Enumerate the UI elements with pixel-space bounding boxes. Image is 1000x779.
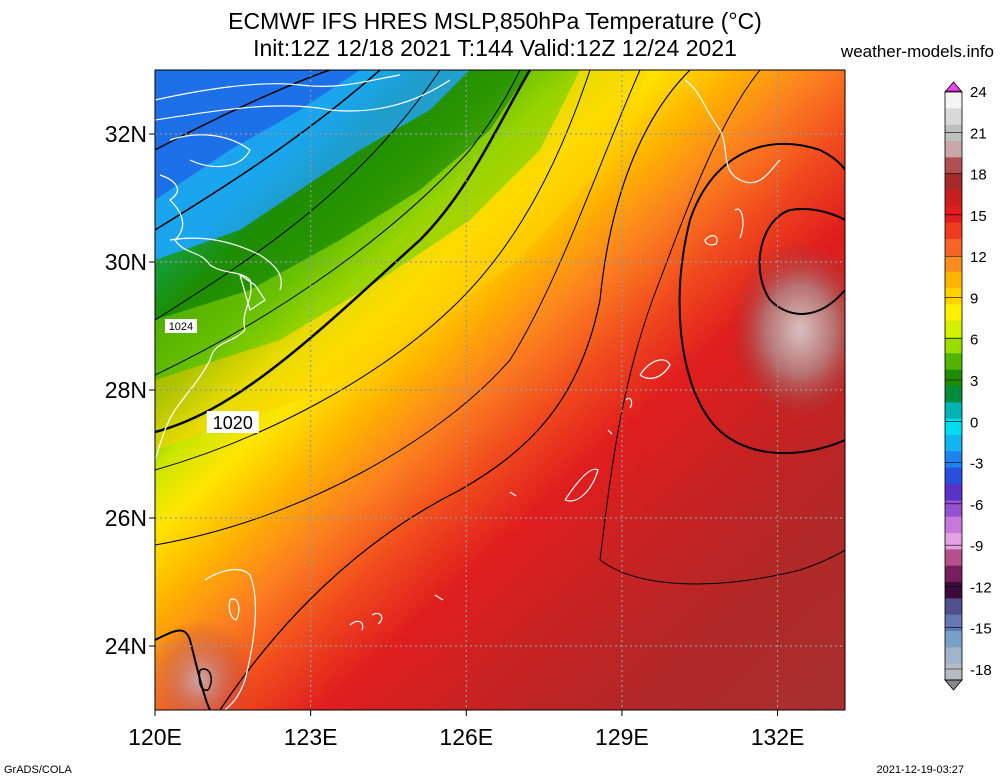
colorbar-swatch [945, 173, 962, 191]
coastlines [155, 74, 781, 710]
colorbar-label: -9 [970, 538, 983, 555]
colorbar-swatch [945, 549, 962, 567]
footer-timestamp: 2021-12-19-03:27 [876, 764, 964, 776]
colorbar-swatch [945, 533, 962, 550]
colorbar-swatch [945, 418, 962, 436]
colorbar-swatch [945, 190, 962, 207]
x-tick-label: 120E [128, 724, 182, 750]
colorbar-swatch [945, 369, 962, 387]
isobar-label: 1020 [213, 413, 253, 433]
y-tick-label: 28N [105, 377, 147, 403]
chart-title: ECMWF IFS HRES MSLP,850hPa Temperature (… [228, 8, 762, 34]
colorbar-swatch [945, 92, 962, 109]
colorbar-swatch [945, 663, 962, 681]
isobar-label-box [164, 319, 197, 333]
colorbar-swatch [945, 239, 962, 256]
colorbar-label: 12 [970, 249, 987, 266]
colorbar-swatch [945, 500, 962, 518]
colorbar-swatch [945, 647, 962, 665]
colorbar-label: -6 [970, 497, 983, 514]
colorbar-swatch [945, 141, 962, 158]
colorbar-swatch [945, 451, 962, 469]
colorbar-swatch [945, 320, 962, 338]
colorbar-swatch [945, 402, 962, 420]
colorbar-label: -3 [970, 456, 983, 473]
colorbar-swatch [945, 255, 962, 273]
isobar-value-labels: 1024 1020 [164, 319, 259, 433]
colorbar-label: 24 [970, 84, 987, 101]
colorbar-swatch [945, 565, 962, 583]
isobar-label: 1024 [169, 321, 193, 333]
colorbar-swatch [945, 353, 962, 371]
colorbar-swatch [945, 582, 962, 599]
colorbar-top-arrow [944, 81, 963, 93]
colorbar-swatch [945, 435, 962, 452]
chart-subtitle: Init:12Z 12/18 2021 T:144 Valid:12Z 12/2… [253, 35, 737, 61]
temperature-field [155, 70, 845, 710]
colorbar-swatch [945, 271, 962, 289]
y-tick-label: 24N [105, 633, 147, 659]
y-tick-label: 32N [105, 121, 147, 147]
x-tick-label: 126E [439, 724, 493, 750]
colorbar-swatch [945, 304, 962, 322]
colorbar-swatch [945, 222, 962, 240]
temperature-colorbar: 24 21 18 15 12 9 6 3 0 -3 -6 -9 -12 -15 -18 [944, 81, 992, 691]
axis-ticks: 120E 123E 126E 129E 132E 24N 26N 28N 30N 32N [105, 121, 805, 750]
x-tick-label: 123E [284, 724, 338, 750]
colorbar-label: 18 [970, 167, 987, 184]
colorbar-label: 6 [970, 332, 978, 349]
colorbar-swatch [945, 484, 962, 501]
colorbar-label: 0 [970, 414, 978, 431]
colorbar-swatch [945, 467, 962, 485]
colorbar-label: -15 [970, 621, 992, 638]
x-tick-label: 129E [595, 724, 649, 750]
colorbar-frame [944, 91, 963, 681]
colorbar-swatch [945, 516, 962, 534]
site-credit[interactable]: weather-models.info [840, 42, 994, 61]
colorbar-swatch [945, 631, 962, 648]
colorbar-label: 9 [970, 290, 978, 307]
colorbar-swatch [945, 337, 962, 354]
colorbar-label: 15 [970, 208, 987, 225]
x-tick-label: 132E [751, 724, 805, 750]
colorbar-label: 21 [970, 125, 987, 142]
colorbar-swatch [945, 598, 962, 616]
colorbar-swatch [945, 288, 962, 305]
colorbar-swatch [945, 108, 962, 126]
colorbar-label: 3 [970, 373, 978, 390]
colorbar-bottom-arrow [944, 679, 963, 691]
colorbar-swatch [945, 386, 962, 403]
y-tick-label: 26N [105, 505, 147, 531]
colorbar-label: -12 [970, 579, 992, 596]
footer-software-credit: GrADS/COLA [4, 764, 72, 776]
lat-lon-grid [155, 70, 845, 710]
colorbar-label: -18 [970, 662, 992, 679]
colorbar-swatch [945, 124, 962, 142]
y-tick-label: 30N [105, 249, 147, 275]
colorbar-swatch [945, 614, 962, 632]
colorbar-swatch [945, 157, 962, 175]
isobar-label-box [206, 411, 259, 433]
